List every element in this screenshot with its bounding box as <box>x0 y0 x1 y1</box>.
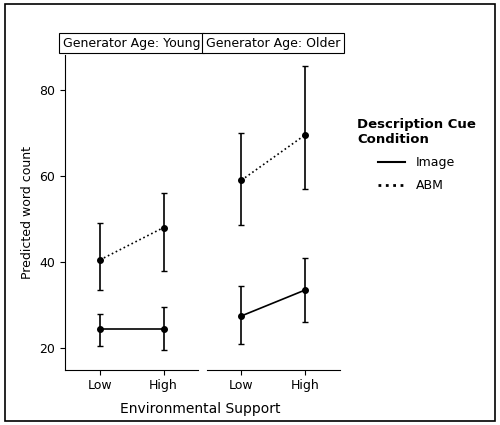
Text: Generator Age: Older: Generator Age: Older <box>206 37 340 50</box>
Legend: Image, ABM: Image, ABM <box>357 118 476 192</box>
Y-axis label: Predicted word count: Predicted word count <box>20 146 34 279</box>
Text: Environmental Support: Environmental Support <box>120 402 280 416</box>
Text: Generator Age: Young: Generator Age: Young <box>63 37 200 50</box>
